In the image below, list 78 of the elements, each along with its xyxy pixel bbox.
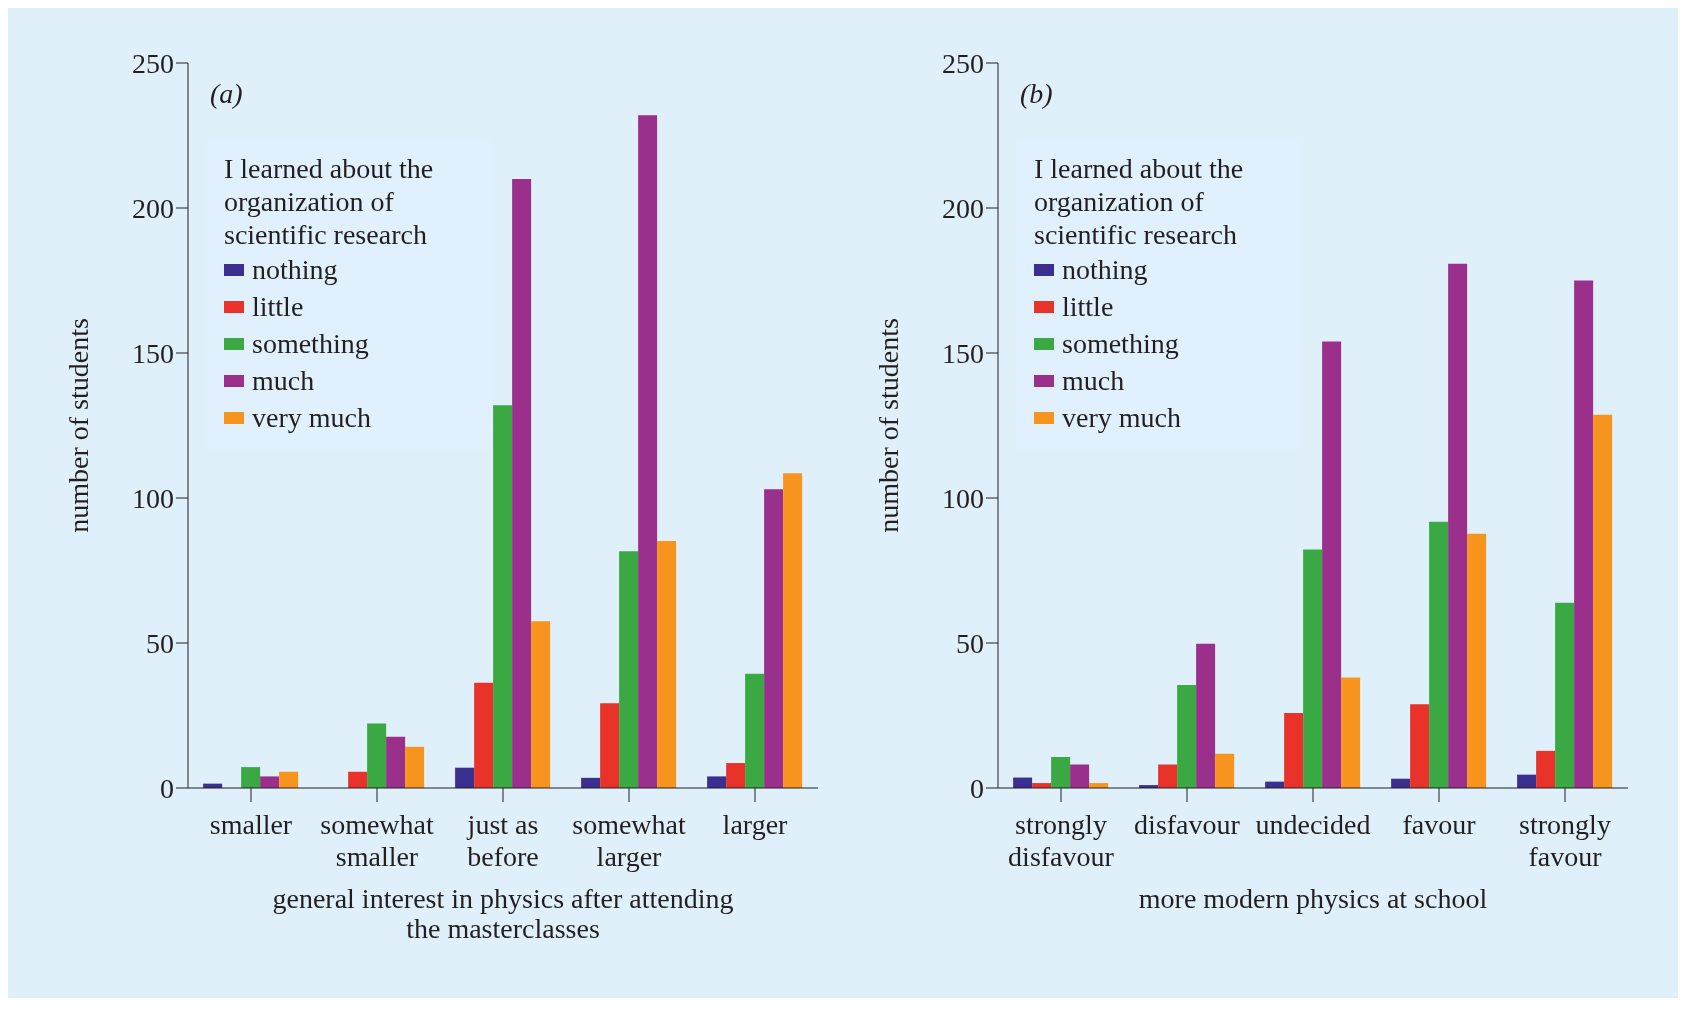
y-axis-title: number of students [872,318,904,533]
bar [1322,341,1342,788]
bar [279,771,299,788]
y-tick-label: 100 [132,482,174,514]
bar [405,746,425,788]
y-tick-label: 0 [970,772,984,804]
bar [1555,602,1575,788]
x-tick-label: strongly disfavour [1008,809,1115,872]
y-tick-label: 0 [160,772,174,804]
legend-label: much [252,364,315,398]
bar [512,179,532,788]
legend-label: something [1062,327,1179,361]
bar [764,489,784,788]
y-axis-title: number of students [62,318,94,533]
bar [1448,263,1468,788]
bar [1467,533,1487,788]
bar [1303,549,1323,788]
bar [1051,756,1071,788]
bar [638,115,658,788]
y-tick-label: 250 [132,47,174,79]
y-tick-label: 250 [942,47,984,79]
legend-label: nothing [252,253,338,287]
bar [1574,280,1594,788]
legend-label: much [1062,364,1125,398]
bar [1070,764,1090,788]
bar [367,723,387,788]
x-tick-label: somewhat larger [572,809,686,872]
x-tick-label: favour [1402,809,1477,840]
x-tick-label: undecided [1255,809,1371,840]
bar [493,405,513,788]
bar [1593,414,1613,788]
x-axis-title: general interest in physics after attending the masterclasses [272,883,734,944]
x-tick-label: larger [722,809,789,840]
x-tick-label: strongly favour [1519,809,1611,872]
bar [455,767,475,788]
y-tick-label: 200 [132,192,174,224]
y-tick-label: 150 [132,337,174,369]
bar [260,776,280,788]
x-tick-label: somewhat smaller [320,809,434,872]
legend-label: little [252,290,304,324]
y-tick-label: 150 [942,337,984,369]
bar [1341,677,1361,788]
bar [745,673,765,788]
bar [600,703,620,788]
legend-label: little [1062,290,1114,324]
bar [1410,704,1430,788]
x-tick-label: disfavour [1134,809,1241,840]
bar [1177,685,1197,788]
bar [657,540,677,788]
bar [1215,753,1235,788]
bar [1536,750,1556,788]
bar [348,771,368,788]
bar [531,621,551,788]
bar [783,473,803,788]
x-tick-label: smaller [209,809,293,840]
y-tick-label: 50 [146,627,174,659]
x-tick-label: just as before [466,809,539,872]
y-tick-label: 200 [942,192,984,224]
bar [707,776,727,788]
text: (a) [210,78,243,110]
bar [726,763,746,788]
bar [619,551,639,788]
bar [386,736,406,788]
bar [1284,712,1304,788]
bar [474,682,494,788]
x-axis-title: more modern physics at school [1138,883,1488,914]
bar [1517,774,1537,788]
text: (b) [1020,78,1053,110]
y-tick-label: 50 [956,627,984,659]
legend-label: nothing [1062,253,1148,287]
y-tick-label: 100 [942,482,984,514]
legend-label: very much [1062,401,1181,435]
bar [241,767,261,788]
legend-label: very much [252,401,371,435]
bar [1429,521,1449,788]
legend-label: something [252,327,369,361]
bar [1158,764,1178,788]
bar [1196,643,1216,788]
